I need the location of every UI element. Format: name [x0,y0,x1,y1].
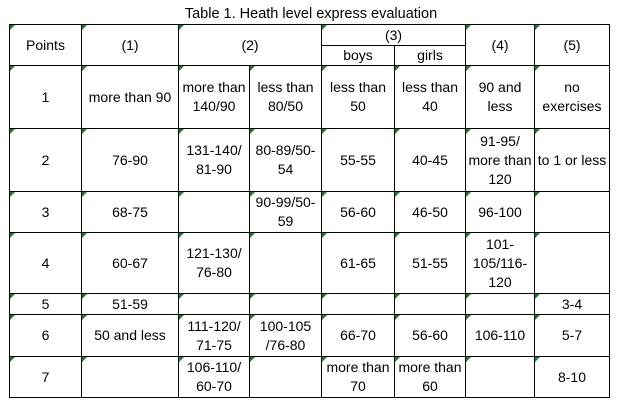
cell-col-1: more than 90 [81,65,179,129]
cell-points: 7 [9,356,82,398]
cell-col-2a: 131-140/ 81-90 [178,128,250,192]
cell-col-4: 96-100 [465,191,535,233]
cell-col-1: 76-90 [81,128,179,192]
cell-col-2b [249,232,322,294]
cell-col-1: 50 and less [81,314,179,357]
table-row: 1 more than 90 more than 140/90 less tha… [9,65,610,129]
cell-points: 1 [9,65,82,129]
header-col-4: (4) [465,24,535,66]
cell-col-2a [178,191,250,233]
cell-col-4 [465,356,535,398]
cell-boys: 55-55 [321,128,395,192]
cell-col-5 [534,191,610,233]
cell-points: 6 [9,314,82,357]
cell-girls [394,293,466,315]
health-evaluation-table: Points (1) (2) (3) (4) (5) boys girls 1 … [9,24,610,398]
header-girls: girls [394,45,466,66]
cell-col-2b: 100-105 /76-80 [249,314,322,357]
table-caption: Table 1. Heath level express evaluation [184,6,438,22]
header-col-1: (1) [81,24,179,66]
cell-boys: more than 70 [321,356,395,398]
cell-col-1: 60-67 [81,232,179,294]
cell-col-2b [249,356,322,398]
cell-boys: 61-65 [321,232,395,294]
cell-col-2a: more than 140/90 [178,65,250,129]
cell-col-2a [178,293,250,315]
cell-col-2a: 111-120/ 71-75 [178,314,250,357]
cell-col-4: 90 and less [465,65,535,129]
cell-col-5: to 1 or less [534,128,610,192]
cell-col-2b [249,293,322,315]
cell-col-2b: 80-89/50-54 [249,128,322,192]
cell-col-1 [81,356,179,398]
cell-points: 5 [9,293,82,315]
cell-points: 3 [9,191,82,233]
cell-col-2b: 90-99/50-59 [249,191,322,233]
cell-col-1: 51-59 [81,293,179,315]
cell-col-5: 8-10 [534,356,610,398]
cell-girls: 56-60 [394,314,466,357]
cell-girls: 51-55 [394,232,466,294]
header-col-5: (5) [534,24,610,66]
cell-col-5: 3-4 [534,293,610,315]
cell-col-5: no exercises [534,65,610,129]
cell-col-4 [465,293,535,315]
table-row: 5 51-59 3-4 [9,293,610,315]
header-boys: boys [321,45,395,66]
cell-girls: less than 40 [394,65,466,129]
cell-girls: more than 60 [394,356,466,398]
table-row: 3 68-75 90-99/50-59 56-60 46-50 96-100 [9,191,610,233]
table-row: 7 106-110/ 60-70 more than 70 more than … [9,356,610,398]
cell-col-2a: 106-110/ 60-70 [178,356,250,398]
header-points: Points [9,24,82,66]
header-col-3: (3) [321,24,466,46]
cell-girls: 40-45 [394,128,466,192]
cell-col-5 [534,232,610,294]
cell-col-4: 91-95/ more than 120 [465,128,535,192]
cell-boys: 66-70 [321,314,395,357]
cell-points: 2 [9,128,82,192]
cell-girls: 46-50 [394,191,466,233]
cell-boys: less than 50 [321,65,395,129]
table-row: 2 76-90 131-140/ 81-90 80-89/50-54 55-55… [9,128,610,192]
cell-points: 4 [9,232,82,294]
table-row: 4 60-67 121-130/ 76-80 61-65 51-55 101-1… [9,232,610,294]
cell-col-2a: 121-130/ 76-80 [178,232,250,294]
cell-col-5: 5-7 [534,314,610,357]
cell-boys [321,293,395,315]
header-col-2: (2) [178,24,322,66]
cell-col-2b: less than 80/50 [249,65,322,129]
cell-col-1: 68-75 [81,191,179,233]
cell-col-4: 106-110 [465,314,535,357]
cell-col-4: 101-105/116-120 [465,232,535,294]
cell-boys: 56-60 [321,191,395,233]
table-row: 6 50 and less 111-120/ 71-75 100-105 /76… [9,314,610,357]
